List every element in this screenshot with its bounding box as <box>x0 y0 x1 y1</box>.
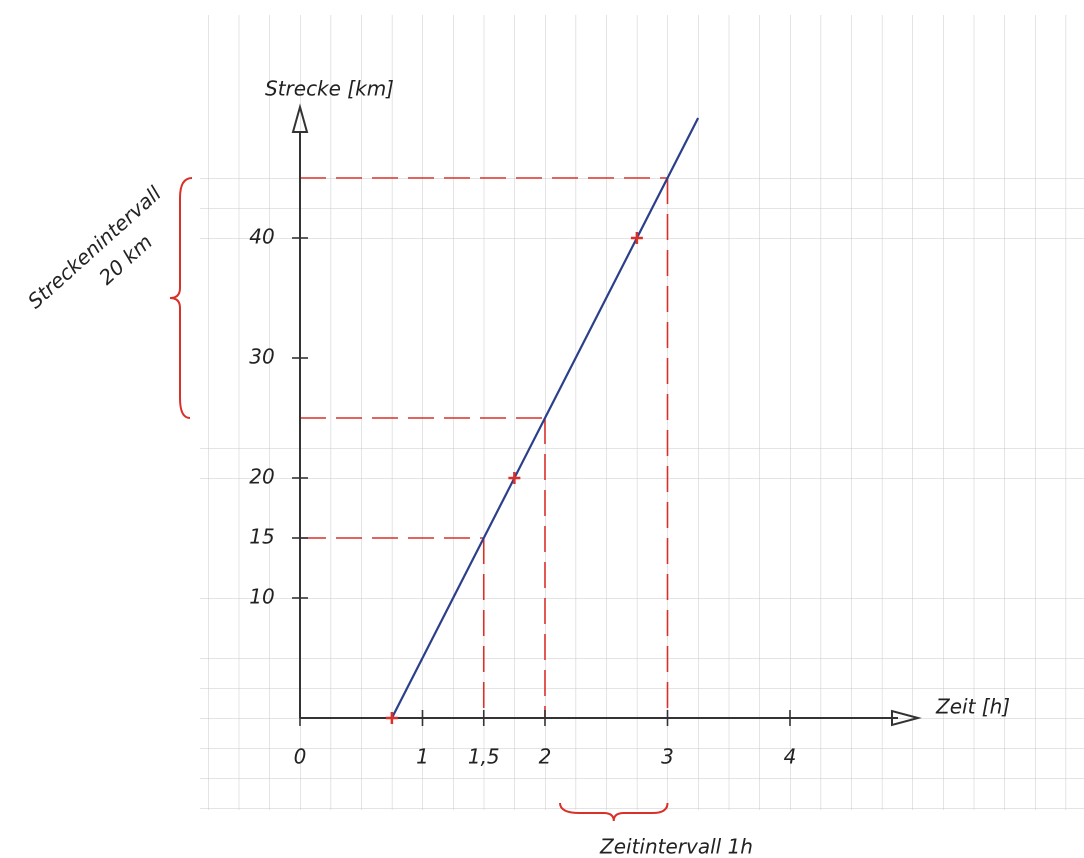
interval-label: Zeitintervall 1h <box>599 835 753 858</box>
x-tick-label: 0 <box>294 745 307 769</box>
interval-label: Streckenintervall20 km <box>23 181 186 335</box>
grid-paper <box>200 15 1084 810</box>
x-axis-title: Zeit [h] <box>935 695 1010 719</box>
y-axis-title: Strecke [km] <box>265 77 394 101</box>
x-tick-label: 4 <box>784 745 797 769</box>
y-tick-label: 20 <box>249 465 274 489</box>
chart: Zeit [h] Strecke [km] 0 1 1,5 2 3 4 10 15 20 30 40 St… <box>0 0 1084 858</box>
y-tick-label: 10 <box>249 585 274 609</box>
x-tick-label: 1,5 <box>468 745 500 769</box>
x-tick-label: 2 <box>539 745 552 769</box>
y-tick-label: 15 <box>249 525 274 549</box>
x-tick-label: 1 <box>416 745 429 769</box>
x-tick-label: 3 <box>661 745 674 769</box>
interval-brace <box>170 178 192 418</box>
y-tick-label: 30 <box>249 345 274 369</box>
y-tick-label: 40 <box>249 225 274 249</box>
